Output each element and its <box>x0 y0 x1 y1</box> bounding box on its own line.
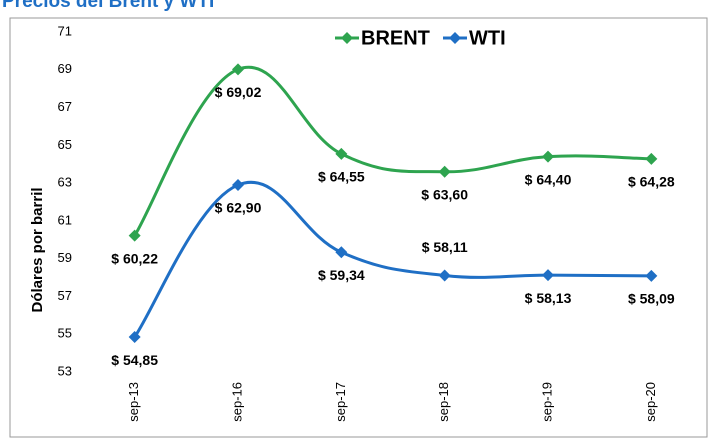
chart-frame <box>9 17 708 438</box>
x-tick-label: sep-13 <box>126 382 141 422</box>
legend-marker <box>341 32 353 44</box>
data-label: $ 64,28 <box>628 174 675 190</box>
data-label: $ 64,40 <box>525 171 572 187</box>
point-marker <box>438 165 451 178</box>
point-marker <box>232 63 244 76</box>
x-tick-label: sep-18 <box>436 382 451 422</box>
y-tick-label: 71 <box>58 23 72 38</box>
data-label: $ 59,34 <box>318 267 365 283</box>
data-label: $ 58,13 <box>525 290 572 306</box>
legend-marker <box>449 32 461 44</box>
data-label: $ 60,22 <box>111 250 158 266</box>
y-tick-label: 55 <box>58 326 72 341</box>
point-marker <box>645 269 658 282</box>
y-tick-label: 53 <box>58 363 72 378</box>
chart-title: Precios del Brent y WTI <box>2 0 214 12</box>
point-marker <box>542 150 554 163</box>
y-tick-label: 69 <box>58 61 72 76</box>
point-marker <box>232 179 244 191</box>
data-label: $ 63,60 <box>421 186 468 202</box>
data-label: $ 64,55 <box>318 169 365 185</box>
data-label: $ 58,11 <box>422 239 468 255</box>
data-label: $ 62,90 <box>215 200 262 216</box>
point-marker <box>128 229 141 242</box>
point-marker <box>645 152 658 165</box>
x-tick-label: sep-16 <box>229 382 244 422</box>
legend-label: BRENT <box>361 27 430 49</box>
y-axis-title: Dólares por barril <box>29 187 46 312</box>
data-label: $ 58,09 <box>628 291 675 307</box>
x-tick-label: sep-19 <box>539 382 554 422</box>
y-tick-label: 61 <box>58 212 72 227</box>
y-tick-label: 67 <box>58 99 72 114</box>
point-marker <box>335 246 348 259</box>
point-marker <box>542 269 554 282</box>
y-tick-label: 65 <box>58 137 72 152</box>
y-tick-label: 59 <box>58 250 72 265</box>
data-label: $ 69,02 <box>215 84 262 100</box>
x-tick-label: sep-20 <box>643 382 658 422</box>
point-marker <box>335 147 348 160</box>
data-label: $ 54,85 <box>111 352 158 368</box>
y-tick-label: 63 <box>58 175 72 190</box>
point-marker <box>128 331 141 344</box>
point-marker <box>438 269 451 282</box>
legend-label: WTI <box>469 27 506 49</box>
x-tick-label: sep-17 <box>333 382 348 422</box>
y-tick-label: 57 <box>58 288 72 303</box>
